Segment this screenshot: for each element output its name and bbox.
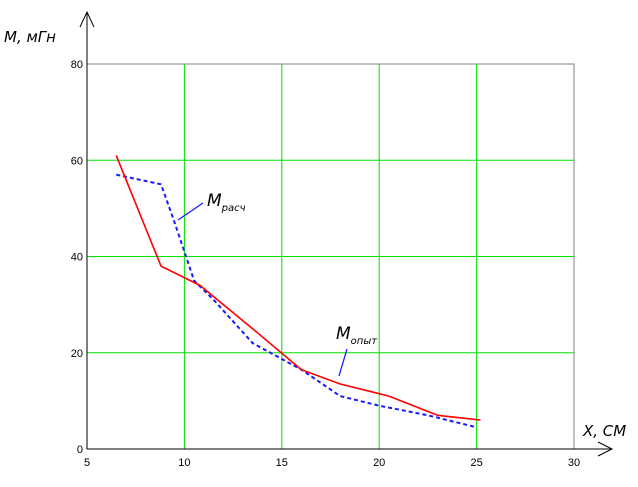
y-tick-label: 20: [71, 348, 83, 360]
svg-text:Mрасч: Mрасч: [207, 191, 246, 214]
axes: [79, 10, 614, 457]
series-label-exp-sub: опыт: [351, 336, 379, 347]
grid: [87, 64, 574, 449]
x-tick-label: 10: [178, 457, 190, 469]
x-tick-label: 5: [84, 457, 90, 469]
series-label-calc-sub: расч: [221, 203, 246, 214]
x-tick-label: 30: [568, 457, 580, 469]
y-axis-title: M, мГн: [4, 28, 56, 46]
series-label-calc-leader: [177, 202, 204, 221]
y-tick-label: 0: [77, 444, 83, 456]
svg-text:Mопыт: Mопыт: [336, 324, 378, 347]
x-tick-label: 15: [276, 457, 288, 469]
x-axis-title: X, СМ: [582, 422, 626, 440]
x-tick-label: 20: [373, 457, 385, 469]
y-tick-label: 40: [71, 252, 83, 264]
x-tick-label: 25: [470, 457, 482, 469]
series-label-calc-main: M: [207, 191, 222, 211]
series-label-exp: Mопыт: [336, 324, 378, 377]
series-line-exp: [115, 155, 481, 421]
y-axis-arrow-icon: [79, 10, 95, 28]
tick-labels: 5 10 15 20 25 30 0 20 40 60 80: [71, 59, 580, 469]
y-tick-label: 60: [71, 155, 83, 167]
series-label-exp-main: M: [336, 324, 351, 344]
x-axis-arrow-icon: [597, 441, 614, 457]
y-tick-label: 80: [71, 59, 83, 71]
series-label-exp-leader: [338, 348, 348, 377]
series-label-calc: Mрасч: [177, 191, 246, 221]
series-group: [115, 155, 481, 429]
series-line-calc: [115, 173, 477, 429]
